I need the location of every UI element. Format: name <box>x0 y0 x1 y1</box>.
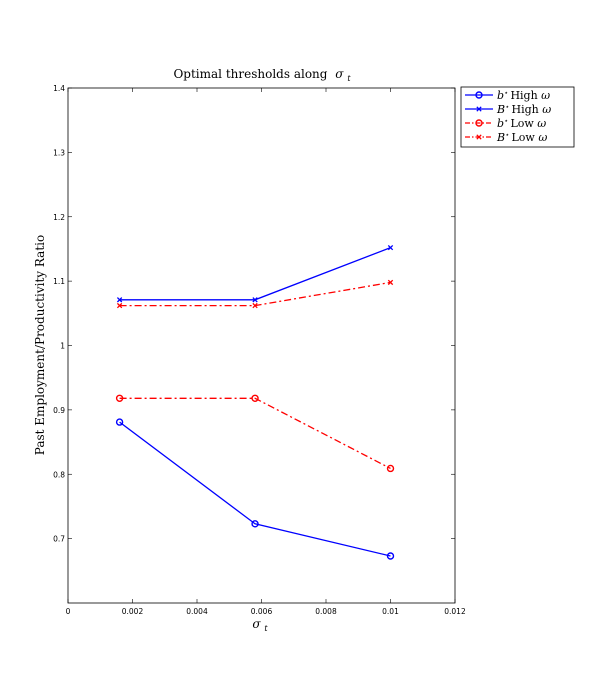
data-point <box>387 279 394 286</box>
y-tick-label: 1 <box>60 342 65 351</box>
y-tick-label: 0.8 <box>53 470 65 479</box>
x-tick-label: 0.006 <box>251 607 273 616</box>
series-line <box>119 421 391 557</box>
x-axis-symbol: σ <box>252 617 261 631</box>
data-point <box>251 394 259 402</box>
x-tick-label: 0.012 <box>444 607 466 616</box>
y-tick-label: 1.1 <box>53 277 65 286</box>
x-tick-label: 0.008 <box>315 607 337 616</box>
x-tick-label: 0.01 <box>382 607 399 616</box>
legend-item: B⋆ Low ω <box>465 131 547 144</box>
x-tick-label: 0.002 <box>122 607 144 616</box>
data-point <box>252 302 258 309</box>
legend-swatch-marker <box>475 119 483 127</box>
series-1 <box>115 418 395 560</box>
series-4 <box>116 279 394 309</box>
legend-swatch-marker <box>475 91 483 99</box>
data-point <box>115 418 124 426</box>
y-tick-label: 1.3 <box>53 148 65 157</box>
chart-title-text: Optimal thresholds along <box>173 67 327 81</box>
y-tick-label: 0.9 <box>53 406 65 415</box>
x-tick-label: 0 <box>66 607 71 616</box>
data-point <box>387 244 394 251</box>
x-tick-label: 0.004 <box>186 607 208 616</box>
series-3 <box>115 394 395 473</box>
legend-item: b⋆ High ω <box>465 89 550 102</box>
legend-label: b⋆ Low ω <box>497 117 546 130</box>
series-layer <box>115 244 395 560</box>
chart-title-symbol: σ <box>335 67 344 81</box>
legend-swatch-marker <box>476 106 482 112</box>
legend-label: B⋆ High ω <box>496 103 551 116</box>
series-line <box>119 247 391 301</box>
y-tick-label: 0.7 <box>53 535 65 544</box>
data-point <box>251 520 259 528</box>
data-point <box>386 464 395 473</box>
series-line <box>119 281 391 307</box>
legend-item: B⋆ High ω <box>465 103 551 116</box>
data-point <box>115 394 124 402</box>
chart-title: Optimal thresholds along σ t <box>173 67 351 83</box>
legend-item: b⋆ Low ω <box>465 117 546 130</box>
series-line <box>119 397 391 470</box>
y-tick-label: 1.2 <box>53 213 65 222</box>
data-point <box>252 297 258 303</box>
x-axis-label: σ t <box>252 617 268 633</box>
legend-label: B⋆ Low ω <box>496 131 547 144</box>
data-point <box>116 302 123 309</box>
data-point <box>386 552 395 560</box>
y-axis-label: Past Employment/Productivity Ratio <box>33 235 47 455</box>
y-tick-label: 1.4 <box>53 84 65 93</box>
series-2 <box>116 244 394 303</box>
chart-title-subscript: t <box>347 74 351 83</box>
legend-swatch-marker <box>476 134 482 140</box>
legend: b⋆ High ωB⋆ High ωb⋆ Low ωB⋆ Low ω <box>460 86 575 148</box>
x-axis-subscript: t <box>264 624 268 633</box>
axis-ticks: 0 0.002 0.004 0.006 0.008 0.01 0.012 0.7 0.8 0.9 1… <box>53 84 466 616</box>
legend-label: b⋆ High ω <box>497 89 550 102</box>
data-point <box>116 297 123 303</box>
